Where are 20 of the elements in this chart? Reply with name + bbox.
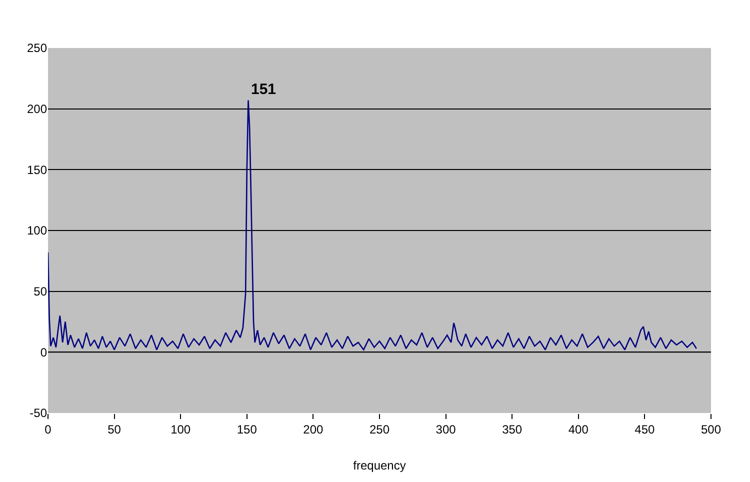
x-tick-label: 100: [170, 422, 191, 436]
y-tick-label: 250: [26, 41, 48, 56]
y-tick-label: 200: [26, 102, 48, 116]
line-series: [48, 100, 698, 350]
x-tick-label: 50: [108, 422, 122, 436]
y-tick-label: -50: [30, 406, 48, 420]
x-tick-label: 350: [502, 422, 522, 436]
y-tick-label: 100: [26, 224, 48, 238]
x-tick-label: 250: [369, 422, 390, 436]
annotation: 151: [251, 81, 276, 98]
y-tick-label: 0: [40, 345, 48, 360]
x-tick-label: 400: [568, 422, 589, 436]
x-tick-label: 200: [303, 422, 324, 436]
x-tick-label: 500: [700, 422, 722, 436]
x-tick-label: 300: [436, 422, 456, 436]
x-tick-label: 150: [236, 422, 258, 436]
x-tick-label: 450: [634, 422, 656, 436]
y-tick-label: 50: [34, 284, 48, 299]
y-tick-label: 150: [26, 162, 48, 177]
x-axis-title: frequency: [353, 458, 406, 472]
